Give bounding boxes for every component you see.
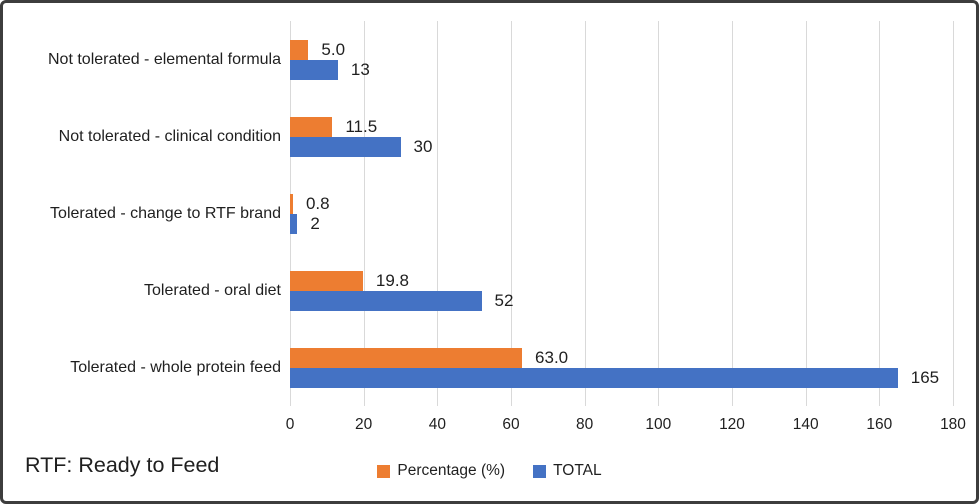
legend-label: TOTAL (553, 462, 602, 479)
gridline (805, 21, 807, 406)
category-label: Tolerated - whole protein feed (70, 359, 281, 376)
x-tick-label: 20 (355, 416, 373, 433)
legend-item-total: TOTAL (533, 462, 602, 480)
value-label: 63.0 (535, 347, 569, 367)
bar-percentage (290, 39, 309, 60)
x-tick-label: 0 (285, 416, 295, 433)
x-tick-label: 80 (576, 416, 594, 433)
x-tick-label: 100 (645, 416, 672, 433)
x-tick-label: 60 (502, 416, 520, 433)
x-tick-label: 140 (792, 416, 819, 433)
gridline (584, 21, 586, 406)
category-label: Not tolerated - clinical condition (58, 128, 281, 145)
bar-total (290, 136, 401, 157)
bar-percentage (290, 270, 363, 291)
bar-total (290, 59, 338, 80)
x-tick-label: 40 (428, 416, 446, 433)
plot-area: 5.0 13 11.5 30 0.8 2 19.8 52 63.0 165 (290, 21, 954, 406)
category-label: Tolerated - oral diet (144, 282, 281, 299)
value-label: 19.8 (375, 270, 410, 290)
bar-total (290, 213, 298, 234)
gridline (732, 21, 733, 406)
legend-swatch (377, 464, 391, 478)
legend-swatch (533, 464, 547, 478)
legend-label: Percentage (%) (397, 462, 506, 479)
gridline (437, 21, 439, 406)
gridline (953, 21, 954, 406)
value-label: 11.5 (345, 116, 378, 136)
gridline (363, 21, 365, 406)
gridline (658, 21, 660, 406)
bar-percentage (290, 193, 293, 214)
legend-item-percentage: Percentage (%) (377, 462, 505, 480)
x-tick-label: 160 (866, 416, 893, 433)
gridline (511, 21, 512, 406)
bar-percentage (290, 347, 523, 368)
bar-total (290, 290, 482, 311)
value-label: 2 (310, 213, 320, 233)
footnote: RTF: Ready to Feed (25, 453, 220, 477)
value-label: 0.8 (305, 193, 330, 213)
value-label: 52 (494, 290, 514, 310)
gridline (879, 21, 881, 406)
bar-percentage (290, 116, 333, 137)
value-label: 165 (910, 367, 940, 387)
category-label: Tolerated - change to RTF brand (50, 205, 281, 222)
category-label: Not tolerated - elemental formula (48, 51, 281, 68)
value-label: 30 (413, 136, 433, 156)
x-tick-label: 180 (940, 416, 966, 433)
legend: Percentage (%) TOTAL (3, 462, 976, 480)
bar-total (290, 367, 898, 388)
x-tick-label: 120 (719, 416, 745, 433)
value-label: 5.0 (321, 39, 346, 59)
value-label: 13 (350, 59, 370, 79)
